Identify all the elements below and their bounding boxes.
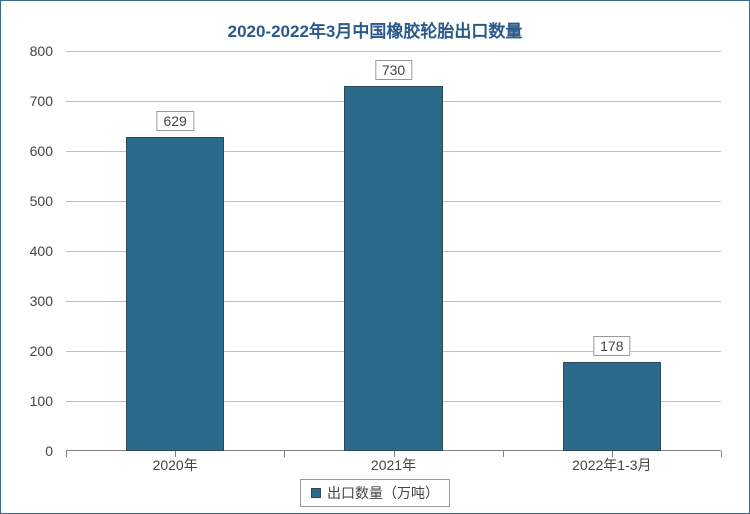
x-tickmark bbox=[66, 451, 67, 457]
y-tick-label: 500 bbox=[30, 193, 53, 209]
y-tick-label: 400 bbox=[30, 243, 53, 259]
x-axis-label: 2022年1-3月 bbox=[572, 455, 651, 475]
y-tick-label: 0 bbox=[45, 443, 53, 459]
x-tickmark bbox=[721, 451, 722, 457]
gridline bbox=[66, 51, 721, 52]
y-axis: 0100200300400500600700800 bbox=[1, 51, 61, 451]
x-tickmark bbox=[394, 451, 395, 457]
y-tick-label: 600 bbox=[30, 143, 53, 159]
bar bbox=[563, 362, 661, 451]
y-tick-label: 200 bbox=[30, 343, 53, 359]
x-tickmark bbox=[284, 451, 285, 457]
bar-value-label: 178 bbox=[593, 336, 630, 356]
chart-container: 2020-2022年3月中国橡胶轮胎出口数量 0 100 200 300 400 500 6… bbox=[0, 0, 750, 514]
y-tick-label: 100 bbox=[30, 393, 53, 409]
x-tickmark bbox=[612, 451, 613, 457]
chart-title: 2020-2022年3月中国橡胶轮胎出口数量 bbox=[1, 1, 749, 42]
bar bbox=[126, 137, 224, 452]
plot-area: 6292020年7302021年1782022年1-3月 bbox=[66, 51, 721, 451]
bar-value-label: 629 bbox=[156, 111, 193, 131]
legend: 出口数量（万吨） bbox=[300, 479, 450, 507]
bar bbox=[344, 86, 442, 451]
x-tickmark bbox=[175, 451, 176, 457]
y-tick-label: 300 bbox=[30, 293, 53, 309]
y-tick-label: 800 bbox=[30, 43, 53, 59]
legend-swatch bbox=[311, 488, 321, 498]
x-axis-label: 2021年 bbox=[371, 455, 416, 475]
x-axis-label: 2020年 bbox=[153, 455, 198, 475]
bar-value-label: 730 bbox=[375, 60, 412, 80]
legend-label: 出口数量（万吨） bbox=[327, 483, 439, 503]
y-tick-label: 700 bbox=[30, 93, 53, 109]
x-tickmark bbox=[503, 451, 504, 457]
